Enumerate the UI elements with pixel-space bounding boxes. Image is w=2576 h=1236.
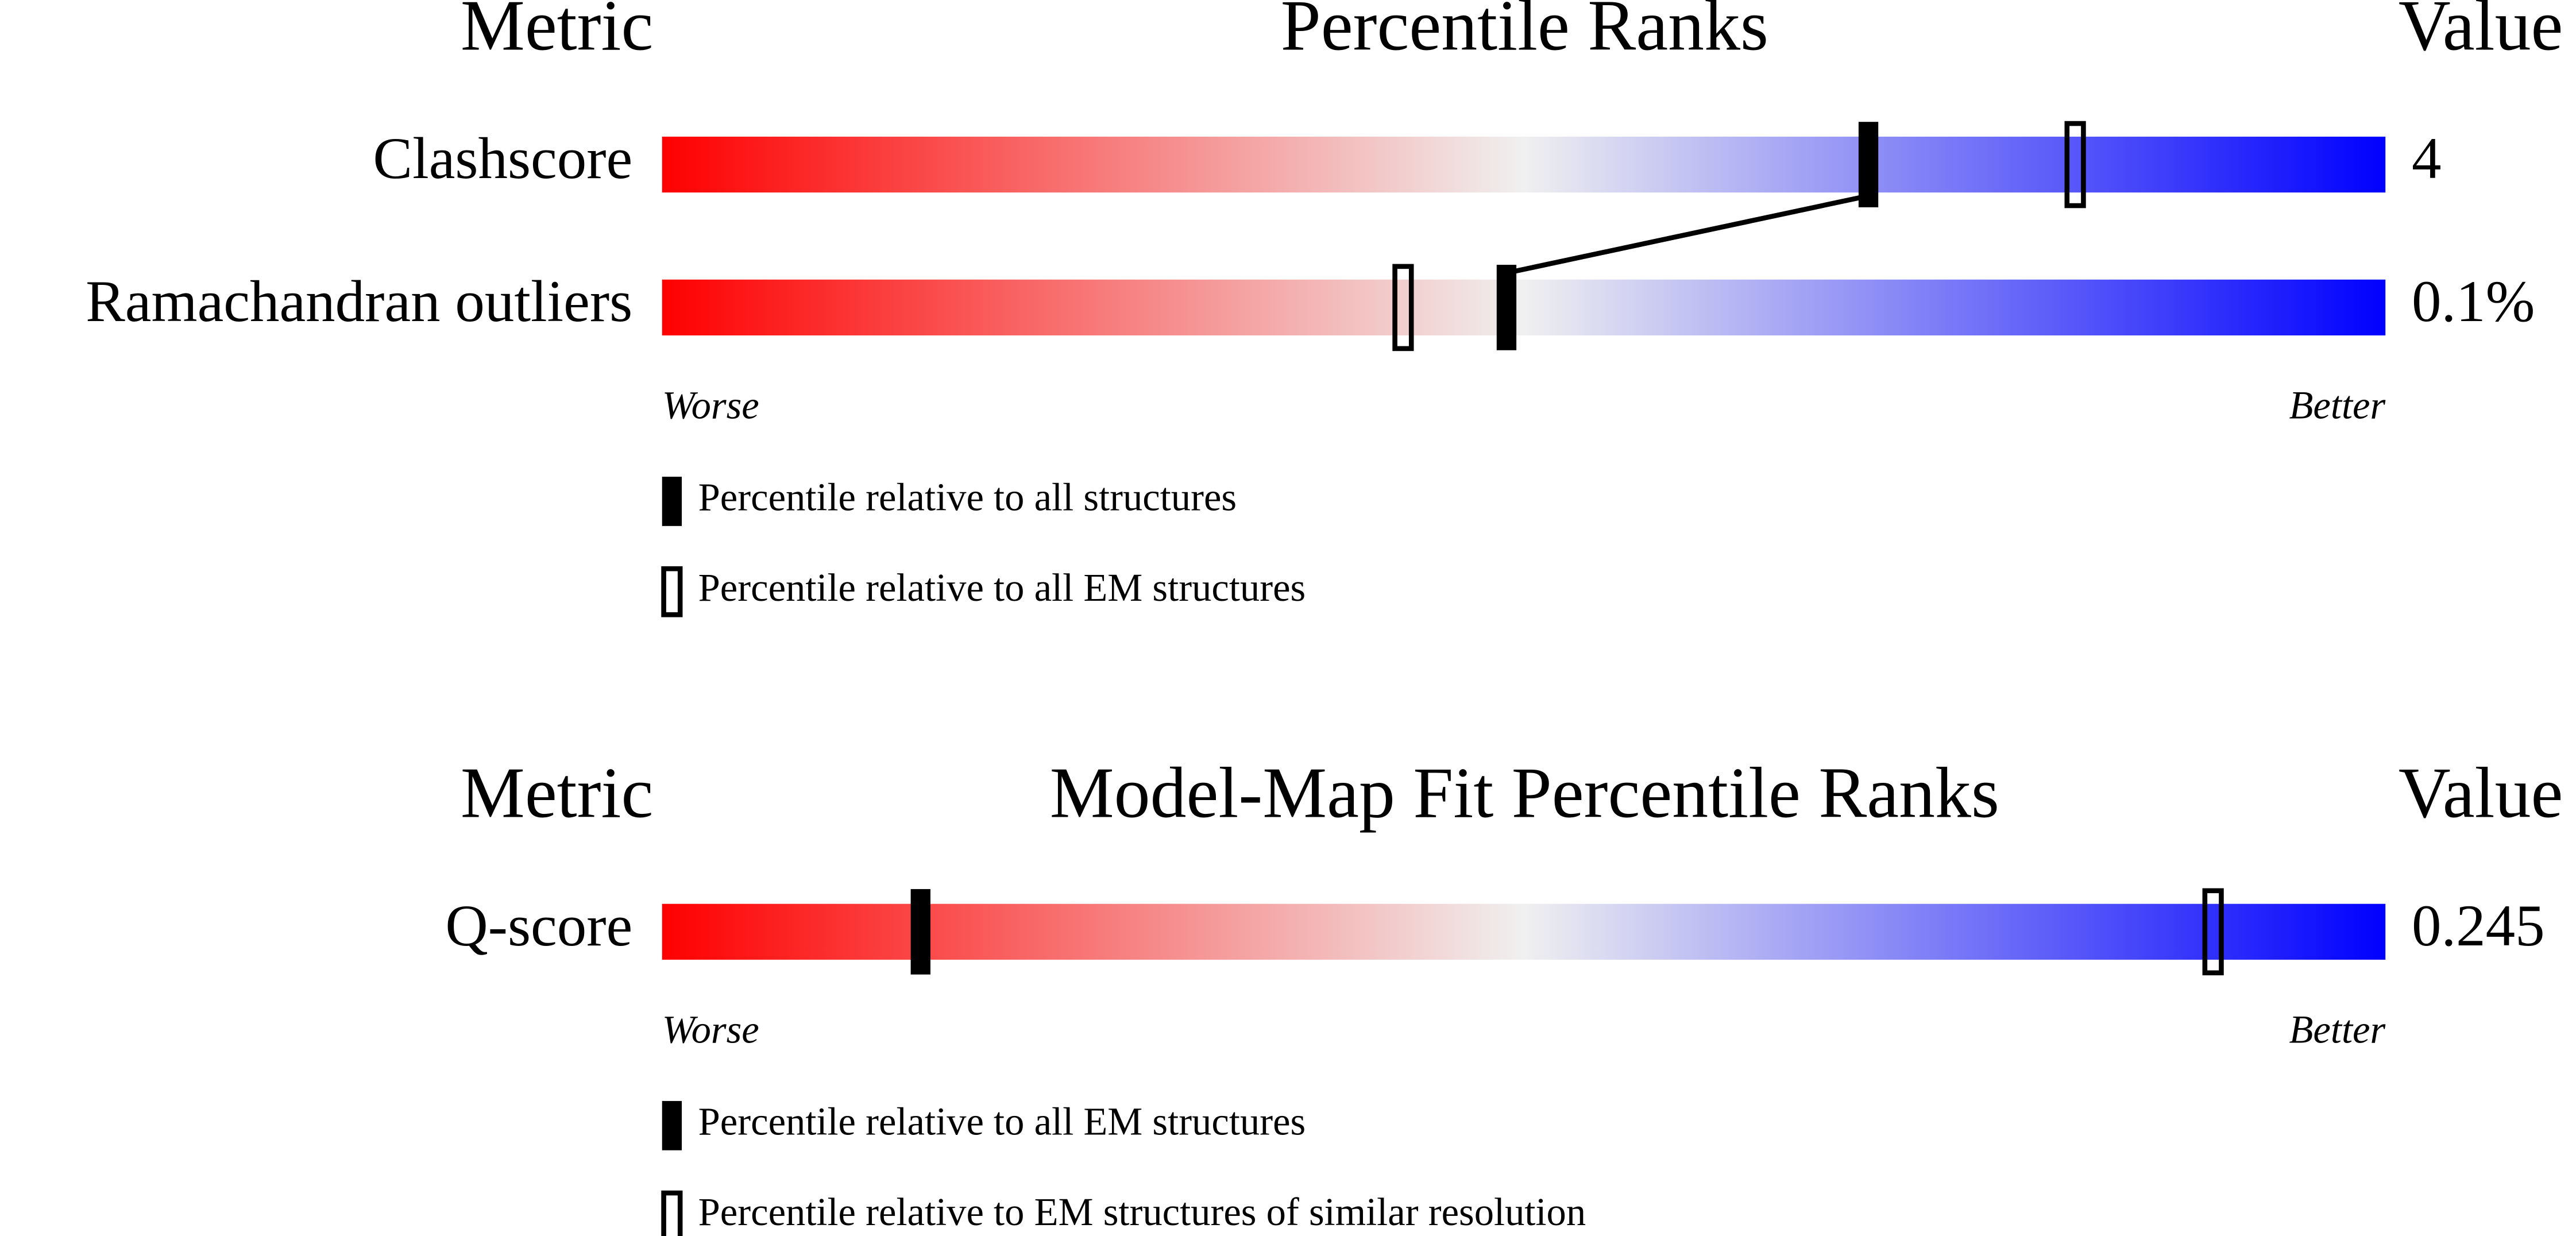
metric-value: 0.245: [2412, 893, 2545, 959]
metric-label: Ramachandran outliers: [86, 269, 632, 334]
legend-label: Percentile relative to EM structures of …: [698, 1190, 1586, 1234]
legend-swatch: [662, 477, 682, 526]
metric-value: 4: [2412, 126, 2441, 191]
chart-title: Percentile Ranks: [1281, 0, 1768, 66]
legend-label: Percentile relative to all EM structures: [698, 1100, 1306, 1144]
metric-label: Clashscore: [373, 126, 632, 191]
better-label: Better: [2289, 1007, 2386, 1051]
worse-label: Worse: [662, 1007, 759, 1051]
percentile-bar: [662, 136, 2386, 193]
percentile-marker-open: [1392, 264, 1414, 352]
legend-swatch: [661, 566, 683, 617]
metric-header: Metric: [461, 753, 653, 833]
legend-swatch: [662, 1100, 682, 1150]
value-header: Value: [2399, 0, 2563, 66]
percentile-bar: [662, 903, 2386, 960]
connector: [1506, 193, 1869, 276]
better-label: Better: [2289, 383, 2386, 427]
value-header: Value: [2399, 753, 2563, 833]
legend-swatch: [661, 1190, 683, 1236]
legend-label: Percentile relative to all EM structures: [698, 566, 1306, 609]
legend-label: Percentile relative to all structures: [698, 476, 1237, 519]
worse-label: Worse: [662, 383, 759, 427]
percentile-bar: [662, 279, 2386, 336]
percentile-marker-open: [2064, 121, 2086, 208]
percentile-marker: [910, 889, 930, 975]
percentile-marker: [1858, 122, 1879, 207]
metric-value: 0.1%: [2412, 269, 2535, 334]
metric-label: Q-score: [445, 893, 632, 959]
chart-title: Model-Map Fit Percentile Ranks: [1050, 753, 1999, 833]
percentile-marker: [1496, 265, 1517, 350]
metric-header: Metric: [461, 0, 653, 66]
percentile-marker-open: [2202, 888, 2224, 976]
